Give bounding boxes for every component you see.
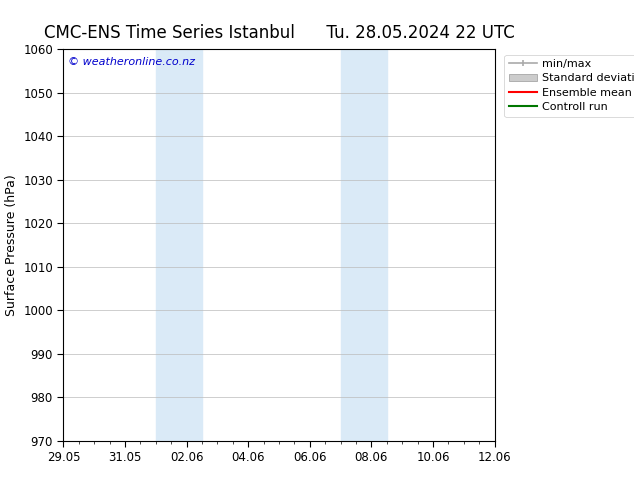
Text: © weatheronline.co.nz: © weatheronline.co.nz	[68, 57, 195, 67]
Bar	[156, 49, 202, 441]
Title: CMC-ENS Time Series Istanbul      Tu. 28.05.2024 22 UTC: CMC-ENS Time Series Istanbul Tu. 28.05.2…	[44, 24, 514, 42]
Y-axis label: Surface Pressure (hPa): Surface Pressure (hPa)	[4, 174, 18, 316]
Bar	[340, 49, 387, 441]
Legend: min/max, Standard deviation, Ensemble mean run, Controll run: min/max, Standard deviation, Ensemble me…	[505, 54, 634, 117]
